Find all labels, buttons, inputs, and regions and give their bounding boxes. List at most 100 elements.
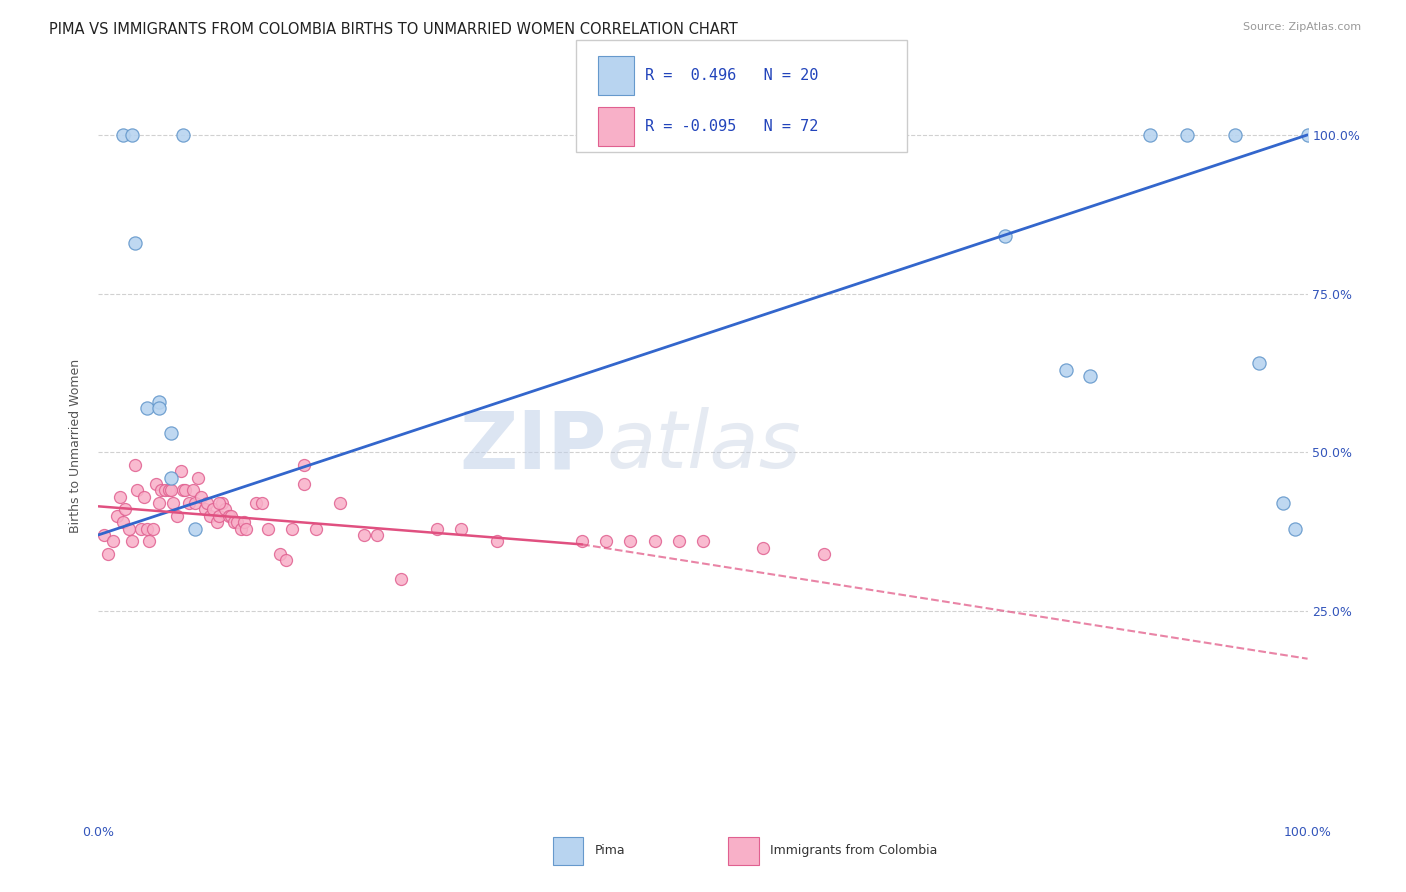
Point xyxy=(274,553,297,567)
Point xyxy=(292,458,315,472)
Point xyxy=(1054,363,1077,377)
Point xyxy=(1272,496,1295,510)
Point xyxy=(994,229,1017,244)
Point xyxy=(256,522,278,536)
Point xyxy=(269,547,291,561)
Point xyxy=(172,483,194,498)
Y-axis label: Births to Unmarried Women: Births to Unmarried Women xyxy=(69,359,83,533)
Point xyxy=(619,534,641,549)
Point xyxy=(426,522,449,536)
Point xyxy=(187,471,209,485)
Point xyxy=(124,458,146,472)
Point xyxy=(752,541,775,555)
Point xyxy=(134,490,156,504)
Point xyxy=(450,522,472,536)
Point xyxy=(229,522,252,536)
Point xyxy=(145,477,167,491)
Point xyxy=(668,534,690,549)
Point xyxy=(1078,369,1101,384)
Point xyxy=(181,483,204,498)
Point xyxy=(135,522,157,536)
Point xyxy=(235,522,257,536)
Text: Pima: Pima xyxy=(595,845,626,857)
Point xyxy=(366,528,388,542)
Point xyxy=(114,502,136,516)
Text: Immigrants from Colombia: Immigrants from Colombia xyxy=(770,845,938,857)
Text: Source: ZipAtlas.com: Source: ZipAtlas.com xyxy=(1243,22,1361,32)
Point xyxy=(1296,128,1319,142)
Point xyxy=(1284,522,1306,536)
Point xyxy=(250,496,273,510)
Point xyxy=(292,477,315,491)
Point xyxy=(179,496,201,510)
Point xyxy=(160,426,183,441)
Point xyxy=(121,128,143,142)
Point xyxy=(150,483,173,498)
Point xyxy=(108,490,131,504)
Point xyxy=(214,502,236,516)
Point xyxy=(105,508,128,523)
Point xyxy=(211,496,233,510)
Point xyxy=(111,128,134,142)
Point xyxy=(245,496,267,510)
Point xyxy=(571,534,593,549)
Point xyxy=(329,496,352,510)
Point xyxy=(194,502,217,516)
Point xyxy=(208,508,231,523)
Point xyxy=(486,534,509,549)
Point xyxy=(160,471,183,485)
Point xyxy=(138,534,160,549)
Point xyxy=(1223,128,1246,142)
Point xyxy=(118,522,141,536)
Point xyxy=(157,483,180,498)
Point xyxy=(184,496,207,510)
Text: ZIP: ZIP xyxy=(458,407,606,485)
Point xyxy=(135,401,157,415)
Point xyxy=(813,547,835,561)
Text: R = -0.095   N = 72: R = -0.095 N = 72 xyxy=(645,120,818,134)
Point xyxy=(93,528,115,542)
Point xyxy=(142,522,165,536)
Point xyxy=(121,534,143,549)
Point xyxy=(127,483,149,498)
Point xyxy=(172,128,194,142)
Point xyxy=(184,522,207,536)
Point xyxy=(222,515,245,529)
Point xyxy=(169,464,191,478)
Point xyxy=(644,534,666,549)
Point xyxy=(148,394,170,409)
Point xyxy=(389,572,412,586)
Point xyxy=(166,508,188,523)
Point xyxy=(174,483,197,498)
Text: atlas: atlas xyxy=(606,407,801,485)
Text: PIMA VS IMMIGRANTS FROM COLOMBIA BIRTHS TO UNMARRIED WOMEN CORRELATION CHART: PIMA VS IMMIGRANTS FROM COLOMBIA BIRTHS … xyxy=(49,22,738,37)
Point xyxy=(692,534,714,549)
Point xyxy=(305,522,328,536)
Point xyxy=(148,401,170,415)
Point xyxy=(153,483,176,498)
Point xyxy=(1249,356,1271,370)
Point xyxy=(205,515,228,529)
Point xyxy=(162,496,184,510)
Point xyxy=(124,235,146,250)
Point xyxy=(221,508,243,523)
Point xyxy=(97,547,120,561)
Point xyxy=(148,496,170,510)
Point xyxy=(101,534,124,549)
Point xyxy=(226,515,249,529)
Point xyxy=(195,496,218,510)
Point xyxy=(595,534,617,549)
Point xyxy=(218,508,240,523)
Point xyxy=(1139,128,1161,142)
Point xyxy=(353,528,375,542)
Point xyxy=(190,490,212,504)
Point xyxy=(281,522,304,536)
Point xyxy=(129,522,152,536)
Point xyxy=(1175,128,1198,142)
Text: R =  0.496   N = 20: R = 0.496 N = 20 xyxy=(645,68,818,83)
Point xyxy=(111,515,134,529)
Point xyxy=(160,483,183,498)
Point xyxy=(202,502,225,516)
Point xyxy=(198,508,221,523)
Point xyxy=(208,496,231,510)
